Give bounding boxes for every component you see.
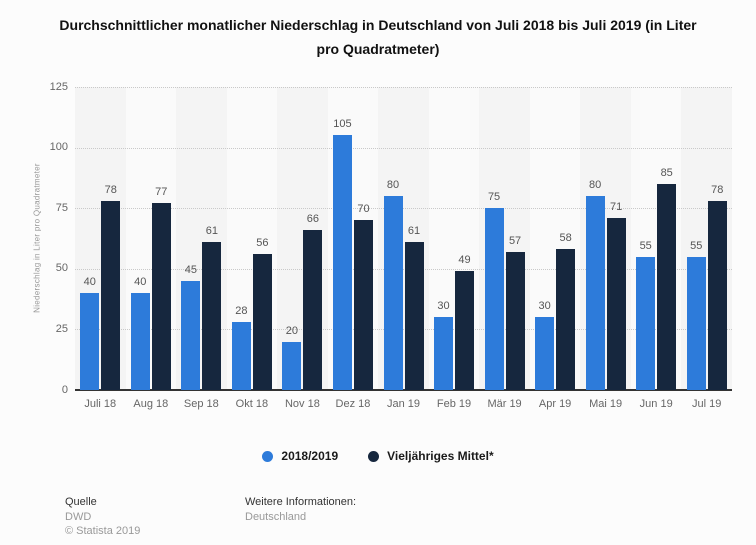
bar-value-label: 66: [306, 213, 320, 226]
x-axis-tick-label: Jul 19: [692, 398, 722, 410]
bar-vielj-hriges-mittel--jul-19[interactable]: [707, 200, 727, 390]
bar-2018-2019-dez-18[interactable]: [332, 135, 352, 390]
bar-2018-2019-mai-19[interactable]: [585, 196, 605, 390]
bar-value-label: 55: [639, 239, 652, 252]
bar-vielj-hriges-mittel--m-r-19[interactable]: [505, 251, 525, 390]
x-axis-tick-label: Okt 18: [235, 398, 269, 410]
bar-vielj-hriges-mittel--jun-19[interactable]: [657, 183, 677, 390]
y-axis-tick-label: 50: [55, 262, 68, 275]
legend-item-vieljaehriges-mittel: Vieljähriges Mittel*: [368, 449, 494, 463]
legend-dot-icon: [262, 450, 274, 462]
y-axis-title: Niederschlag in Liter pro Quadratmeter: [32, 163, 42, 313]
footer-source-block: Quelle DWD © Statista 2019: [65, 495, 140, 539]
legend-dot-icon: [368, 450, 380, 462]
bar-value-label: 56: [256, 237, 269, 250]
x-axis-tick-label: Mär 19: [487, 398, 522, 410]
gridline: [75, 208, 732, 210]
bar-value-label: 30: [437, 300, 450, 313]
bar-2018-2019-feb-19[interactable]: [434, 317, 454, 390]
bar-value-label: 40: [134, 276, 147, 289]
bar-value-label: 45: [184, 263, 197, 276]
x-axis-tick-label: Feb 19: [436, 398, 472, 410]
bar-2018-2019-apr-19[interactable]: [535, 317, 555, 390]
bar-vielj-hriges-mittel--nov-18[interactable]: [303, 230, 323, 390]
bar-2018-2019-okt-18[interactable]: [231, 322, 251, 390]
footer-info-block: Weitere Informationen: Deutschland: [245, 495, 356, 524]
bar-value-label: 70: [357, 203, 370, 216]
bar-2018-2019-juli-18[interactable]: [80, 293, 100, 390]
chart-title: Durchschnittlicher monatlicher Niedersch…: [59, 17, 697, 57]
bar-vielj-hriges-mittel--juli-18[interactable]: [101, 200, 121, 390]
bar-value-label: 57: [508, 234, 522, 247]
bar-vielj-hriges-mittel--mai-19[interactable]: [606, 217, 626, 390]
y-axis-tick-label: 125: [49, 80, 68, 93]
bar-value-label: 80: [386, 179, 400, 192]
bar-value-label: 78: [711, 183, 724, 196]
info-value: Deutschland: [245, 510, 307, 523]
bar-2018-2019-jan-19[interactable]: [383, 196, 403, 390]
bar-value-label: 49: [458, 254, 471, 267]
x-axis-tick-label: Mai 19: [589, 398, 623, 410]
x-axis-tick-label: Jan 19: [386, 398, 420, 410]
bar-value-label: 80: [589, 179, 602, 192]
source-label: Quelle: [65, 496, 97, 508]
bar-value-label: 20: [285, 324, 299, 337]
x-axis-tick-label: Sep 18: [183, 398, 219, 410]
bar-vielj-hriges-mittel--feb-19[interactable]: [455, 271, 475, 390]
bar-value-label: 61: [407, 225, 421, 238]
y-axis-tick-label: 75: [55, 201, 68, 214]
legend-item-2018-2019: 2018/2019: [262, 449, 338, 463]
chart-legend: 2018/2019 Vieljähriges Mittel*: [0, 449, 756, 463]
bar-vielj-hriges-mittel--aug-18[interactable]: [151, 203, 171, 390]
y-axis-tick-label: 0: [61, 383, 68, 396]
gridline: [75, 268, 732, 270]
bar-vielj-hriges-mittel--dez-18[interactable]: [353, 220, 373, 390]
x-axis-tick-label: Apr 19: [538, 398, 572, 410]
bar-vielj-hriges-mittel--apr-19[interactable]: [556, 249, 576, 390]
plot-area: 40 40 45 28 20 105 80 30 75 30 80 55 55 78 77 61 56 66 70 6…: [75, 87, 732, 410]
bar-value-label: 28: [235, 305, 248, 318]
y-axis-tick-label: 100: [49, 141, 68, 154]
legend-label: Vieljähriges Mittel*: [387, 449, 494, 463]
y-axis-tick-label: 25: [55, 322, 68, 335]
bar-value-label: 85: [660, 166, 673, 179]
bar-value-label: 75: [487, 191, 501, 204]
x-axis-tick-label: Jun 19: [639, 398, 673, 410]
bar-vielj-hriges-mittel--okt-18[interactable]: [252, 254, 272, 390]
copyright-text: © Statista 2019: [65, 525, 141, 537]
x-axis-tick-label: Aug 18: [133, 398, 169, 410]
legend-label: 2018/2019: [281, 449, 339, 463]
bar-value-label: 61: [205, 225, 218, 238]
x-axis-line: [75, 389, 732, 391]
bar-value-label: 105: [333, 118, 352, 131]
gridline: [75, 329, 732, 331]
bar-value-label: 78: [104, 183, 117, 196]
bar-vielj-hriges-mittel--jan-19[interactable]: [404, 242, 424, 390]
bar-value-label: 55: [690, 239, 703, 252]
bar-2018-2019-jul-19[interactable]: [686, 256, 706, 390]
bar-2018-2019-m-r-19[interactable]: [484, 208, 504, 390]
bar-vielj-hriges-mittel--sep-18[interactable]: [202, 242, 222, 390]
info-label: Weitere Informationen:: [245, 496, 357, 508]
bar-value-label: 30: [538, 300, 551, 313]
bar-2018-2019-aug-18[interactable]: [130, 293, 150, 390]
bar-2018-2019-nov-18[interactable]: [282, 341, 302, 390]
x-axis-tick-label: Juli 18: [84, 398, 117, 410]
x-axis-tick-label: Dez 18: [335, 398, 371, 410]
x-axis-tick-label: Nov 18: [284, 398, 320, 410]
bar-value-label: 40: [83, 276, 96, 289]
gridline: [75, 87, 732, 88]
bar-value-label: 71: [610, 200, 623, 213]
bar-2018-2019-sep-18[interactable]: [181, 280, 201, 390]
bar-2018-2019-jun-19[interactable]: [636, 256, 656, 390]
bar-value-label: 77: [155, 186, 168, 199]
source-name: DWD: [65, 510, 92, 523]
bar-value-label: 58: [559, 232, 572, 245]
gridline: [75, 147, 732, 149]
